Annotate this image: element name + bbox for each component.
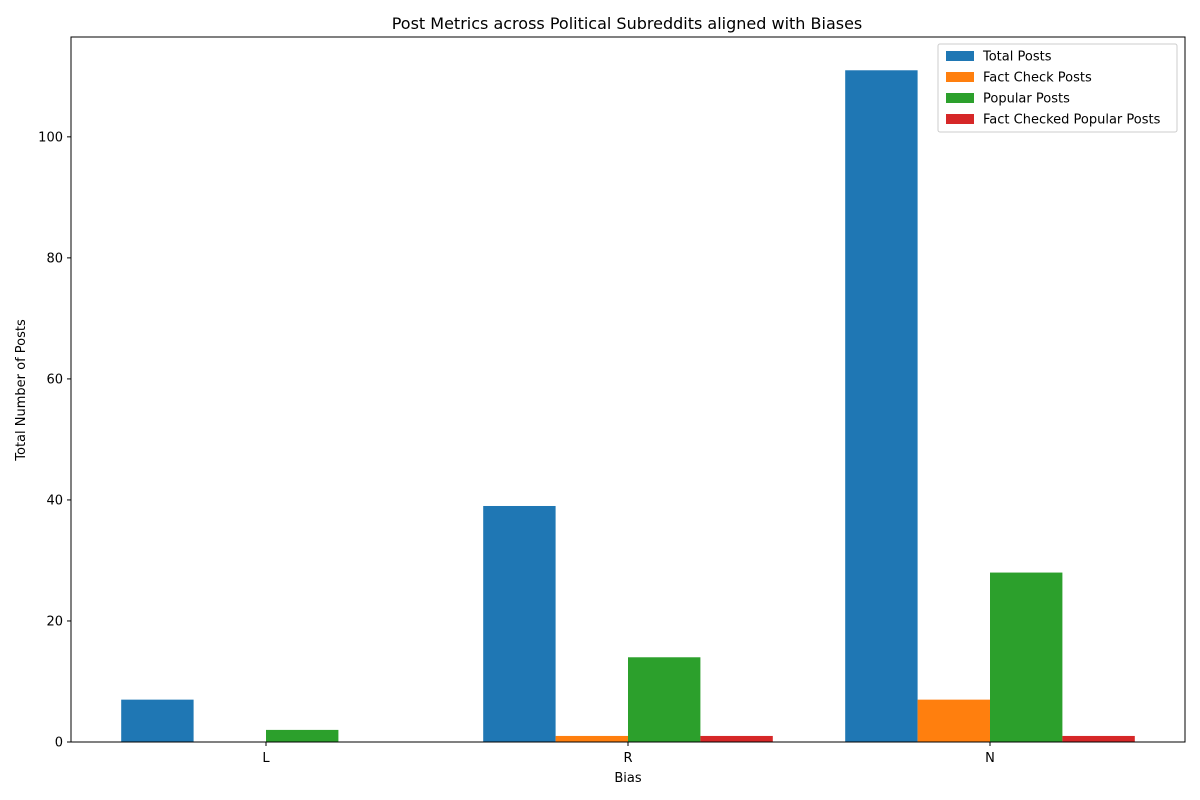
legend-label: Fact Checked Popular Posts [983,113,1161,128]
y-tick-label: 20 [46,614,63,629]
bar-total-posts-r [483,505,556,742]
legend-swatch [946,72,974,82]
y-tick-label: 60 [46,372,63,387]
legend-swatch [946,93,974,103]
y-tick-label: 0 [55,736,63,751]
legend-box [937,43,1178,133]
x-tick-label: R [623,751,632,766]
bar-total-posts-l [121,699,194,742]
x-tick-label: L [262,751,270,766]
legend-label: Fact Check Posts [983,71,1092,86]
legend-swatch [946,51,974,61]
legend: Total Posts Fact Check Posts Popular Posts… [937,43,1178,133]
bar-fact-checked-popular-posts-r [700,735,773,742]
bar-popular-posts-l [266,729,339,742]
y-tick-label: 80 [46,251,63,266]
bar-popular-posts-n [990,572,1063,742]
x-tick-label: N [985,751,995,766]
y-tick-label: 40 [46,493,63,508]
y-axis: 0 20 40 60 80 100 [38,130,71,751]
y-axis-label: Total Number of Posts [14,319,29,462]
x-axis-label: Bias [614,771,641,786]
y-tick-label: 100 [38,130,63,145]
legend-label: Popular Posts [983,92,1070,107]
legend-swatch [946,114,974,124]
chart-title: Post Metrics across Political Subreddits… [392,14,863,33]
bar-fact-checked-popular-posts-n [1062,735,1135,742]
legend-label: Total Posts [982,50,1052,65]
bar-fact-check-posts-r [555,735,628,742]
bars-group [121,70,1135,742]
bar-fact-check-posts-n [917,699,990,742]
bar-total-posts-n [845,70,918,742]
bar-popular-posts-r [628,657,701,742]
